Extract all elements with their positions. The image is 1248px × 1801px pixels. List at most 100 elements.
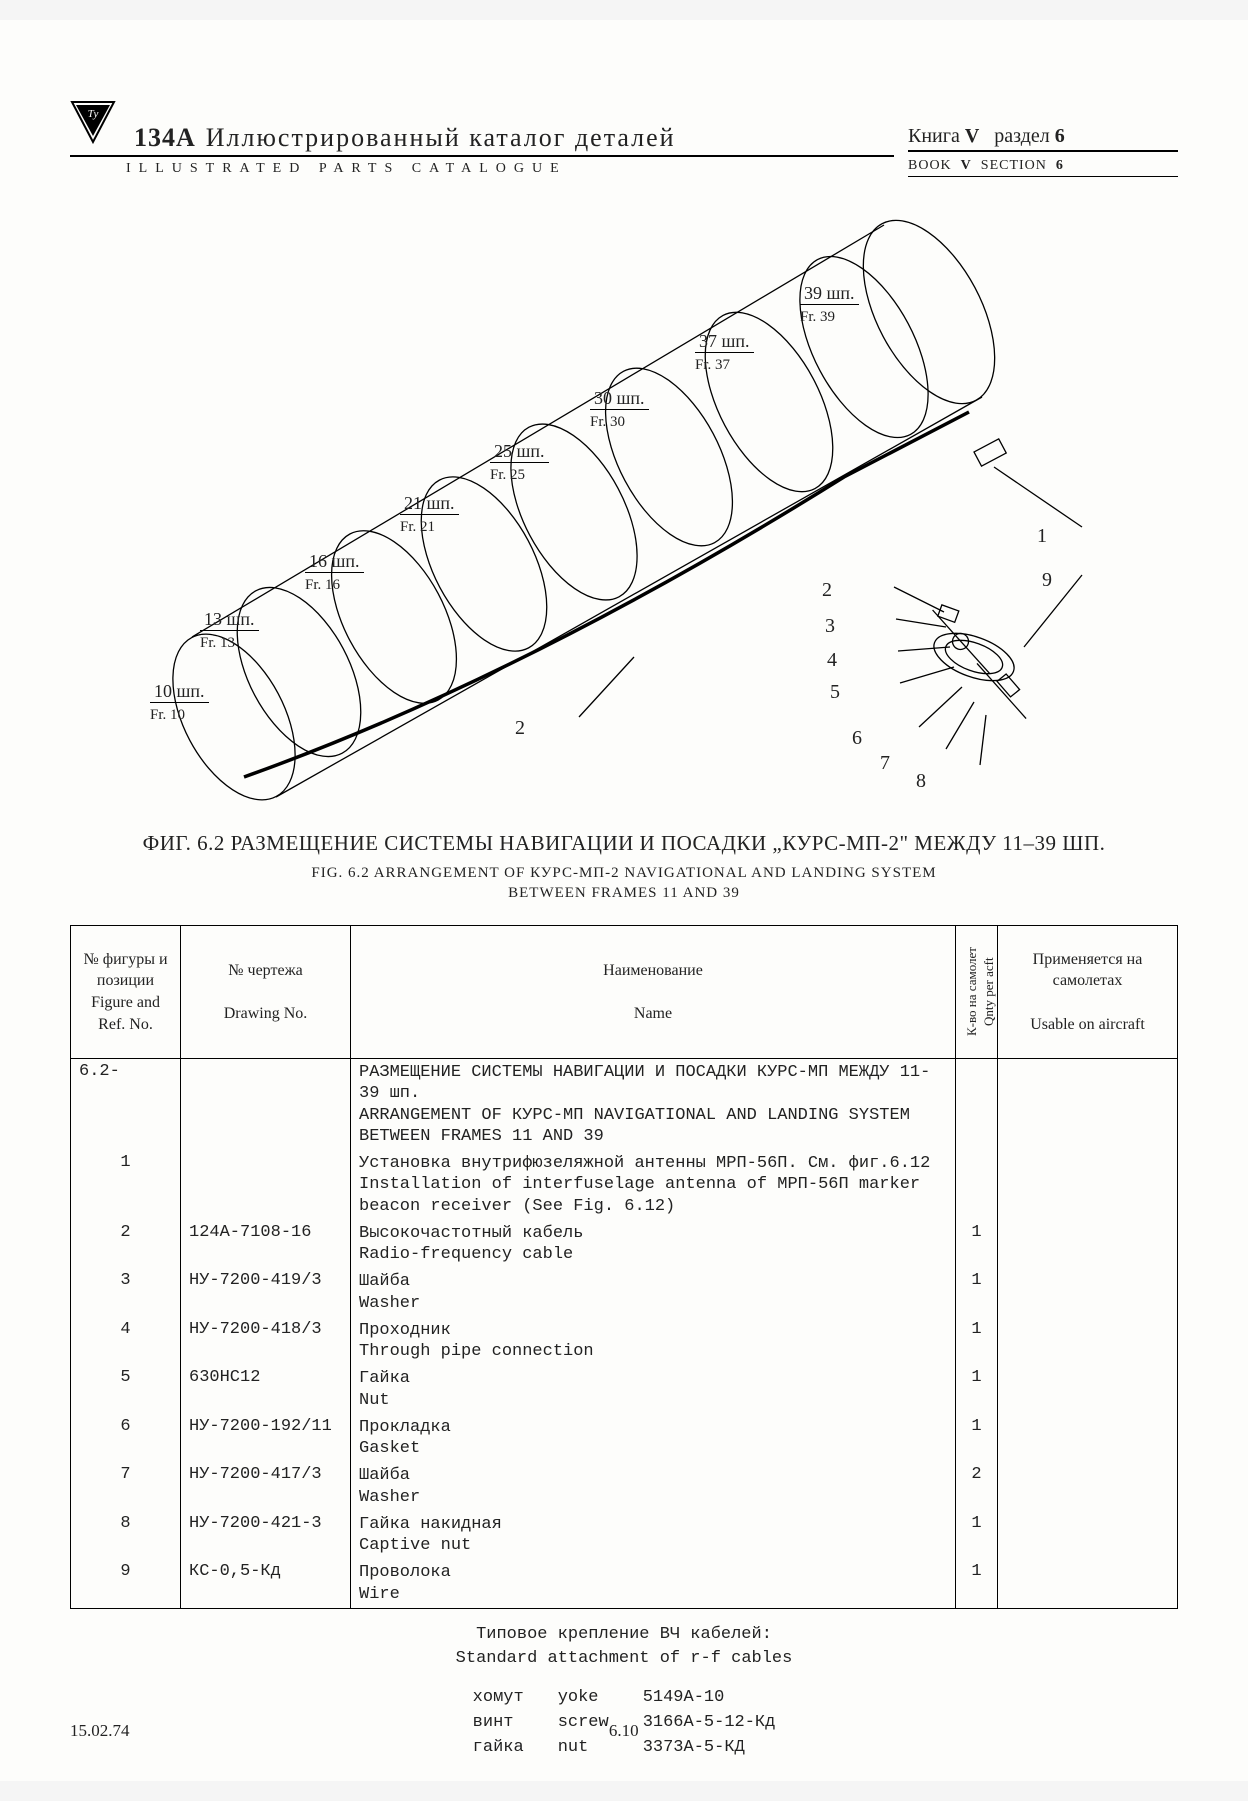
cell-usable	[998, 1365, 1178, 1414]
cell-name: РАЗМЕЩЕНИЕ СИСТЕМЫ НАВИГАЦИИ И ПОСАДКИ К…	[351, 1059, 956, 1151]
cell-ref: 5	[71, 1365, 181, 1414]
table-row: 9КС-0,5-КдПроволокаWire1	[71, 1559, 1178, 1608]
frame-label: 21 шп.	[400, 493, 459, 515]
frame-sublabel: Fr. 25	[490, 467, 525, 484]
frame-sublabel: Fr. 13	[200, 635, 235, 652]
callout-number: 8	[916, 770, 926, 793]
cell-qty	[956, 1150, 998, 1220]
callout-number: 2	[515, 717, 525, 740]
caption-en-line1: FIG. 6.2 ARRANGEMENT OF КУРС-МП-2 NAVIGA…	[311, 865, 936, 881]
cell-usable	[998, 1268, 1178, 1317]
cell-ref: 6	[71, 1414, 181, 1463]
section-num-en: 6	[1056, 158, 1064, 173]
th-use: Применяется на самолетах Usable on aircr…	[998, 926, 1178, 1059]
parts-table: № фигуры и позиции Figure and Ref. No. №…	[70, 925, 1178, 1609]
frame-label: 39 шп.	[800, 283, 859, 305]
th-draw: № чертежа Drawing No.	[181, 926, 351, 1059]
callout-number: 9	[1042, 569, 1052, 592]
cell-drawing: НУ-7200-419/3	[181, 1268, 351, 1317]
frame-label: 16 шп.	[305, 551, 364, 573]
cell-ref: 4	[71, 1317, 181, 1366]
th-name: Наименование Name	[351, 926, 956, 1059]
page-header: Ту 134А Иллюстрированный каталог деталей…	[70, 100, 1178, 177]
title-en: ILLUSTRATED PARTS CATALOGUE	[70, 161, 894, 177]
frame-sublabel: Fr. 21	[400, 519, 435, 536]
frame-label: 10 шп.	[150, 681, 209, 703]
page-footer: 15.02.74 6.10	[70, 1721, 1178, 1741]
cell-usable	[998, 1414, 1178, 1463]
callout-number: 7	[880, 752, 890, 775]
page: Ту 134А Иллюстрированный каталог деталей…	[0, 20, 1248, 1781]
cell-qty: 1	[956, 1414, 998, 1463]
cell-name: ШайбаWasher	[351, 1462, 956, 1511]
cell-usable	[998, 1317, 1178, 1366]
cell-ref: 2	[71, 1220, 181, 1269]
table-row: 2124А-7108-16Высокочастотный кабельRadio…	[71, 1220, 1178, 1269]
cell-name: ГайкаNut	[351, 1365, 956, 1414]
section-label-en: SECTION	[981, 158, 1047, 173]
cell-ref: 6.2-	[71, 1059, 181, 1151]
cell-ref: 8	[71, 1511, 181, 1560]
standard-attachment-note: Типовое крепление ВЧ кабелей: Standard a…	[70, 1623, 1178, 1671]
cell-usable	[998, 1511, 1178, 1560]
cell-drawing: 124А-7108-16	[181, 1220, 351, 1269]
cell-ref: 1	[71, 1150, 181, 1220]
book-num-en: V	[961, 158, 972, 173]
attach-en: yoke	[542, 1686, 625, 1709]
frame-sublabel: Fr. 16	[305, 577, 340, 594]
table-row: 4НУ-7200-418/3ПроходникThrough pipe conn…	[71, 1317, 1178, 1366]
table-row: 6НУ-7200-192/11ПрокладкаGasket1	[71, 1414, 1178, 1463]
book-label-en: BOOK	[908, 158, 952, 173]
frame-label: 37 шп.	[695, 331, 754, 353]
cell-ref: 9	[71, 1559, 181, 1608]
logo-badge-icon: Ту	[70, 100, 116, 151]
cell-qty: 1	[956, 1559, 998, 1608]
callout-number: 4	[827, 649, 837, 672]
cell-drawing: НУ-7200-417/3	[181, 1462, 351, 1511]
cell-qty: 1	[956, 1511, 998, 1560]
frame-sublabel: Fr. 10	[150, 707, 185, 724]
callout-number: 1	[1037, 525, 1047, 548]
cell-name: ПрокладкаGasket	[351, 1414, 956, 1463]
table-row: 3НУ-7200-419/3ШайбаWasher1	[71, 1268, 1178, 1317]
cell-drawing: НУ-7200-421-3	[181, 1511, 351, 1560]
cell-qty: 1	[956, 1317, 998, 1366]
frame-sublabel: Fr. 37	[695, 357, 730, 374]
cell-name: ШайбаWasher	[351, 1268, 956, 1317]
cell-drawing	[181, 1150, 351, 1220]
cell-name: ПроволокаWire	[351, 1559, 956, 1608]
cell-drawing: 630НС12	[181, 1365, 351, 1414]
section-label-ru: раздел	[994, 125, 1049, 147]
cell-usable	[998, 1150, 1178, 1220]
cell-qty	[956, 1059, 998, 1151]
cell-usable	[998, 1059, 1178, 1151]
frame-label: 30 шп.	[590, 388, 649, 410]
table-row: 1Установка внутрифюзеляжной антенны МРП-…	[71, 1150, 1178, 1220]
title-ru: Иллюстрированный каталог деталей	[206, 123, 676, 153]
footer-page: 6.10	[609, 1721, 639, 1741]
attach-ru: хомут	[457, 1686, 540, 1709]
cell-qty: 1	[956, 1268, 998, 1317]
cell-drawing: НУ-7200-418/3	[181, 1317, 351, 1366]
frame-sublabel: Fr. 30	[590, 414, 625, 431]
frame-label: 13 шп.	[200, 609, 259, 631]
fuselage-diagram-icon	[70, 217, 1178, 817]
cell-ref: 3	[71, 1268, 181, 1317]
attach-row: хомутyoke5149А-10	[457, 1686, 792, 1709]
book-label-ru: Книга	[908, 125, 960, 147]
cell-usable	[998, 1559, 1178, 1608]
cell-ref: 7	[71, 1462, 181, 1511]
callout-number: 2	[822, 579, 832, 602]
section-num: 6	[1055, 125, 1065, 147]
table-row: 7НУ-7200-417/3ШайбаWasher2	[71, 1462, 1178, 1511]
cell-name: ПроходникThrough pipe connection	[351, 1317, 956, 1366]
table-row: 5630НС12ГайкаNut1	[71, 1365, 1178, 1414]
th-fig: № фигуры и позиции Figure and Ref. No.	[71, 926, 181, 1059]
caption-en-line2: BETWEEN FRAMES 11 AND 39	[508, 885, 740, 901]
book-num: V	[965, 125, 979, 147]
callout-number: 3	[825, 615, 835, 638]
figure-caption-en: FIG. 6.2 ARRANGEMENT OF КУРС-МП-2 NAVIGA…	[70, 864, 1178, 903]
table-row: 8НУ-7200-421-3Гайка накиднаяCaptive nut1	[71, 1511, 1178, 1560]
callout-number: 6	[852, 727, 862, 750]
footer-date: 15.02.74	[70, 1721, 130, 1741]
